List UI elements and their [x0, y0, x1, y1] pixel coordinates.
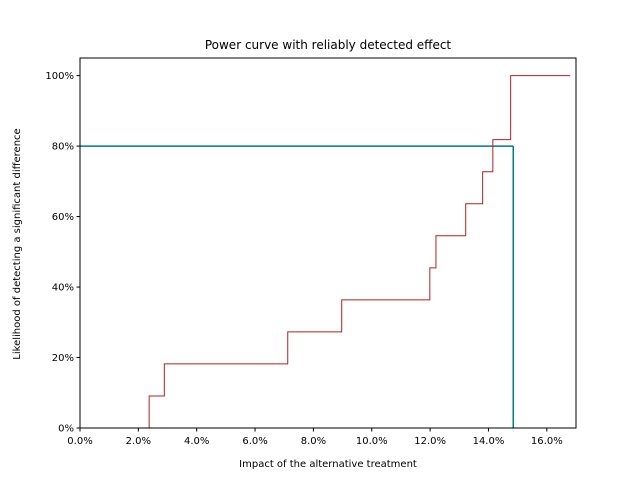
y-tick-label: 60%	[52, 212, 74, 223]
x-tick-label: 16.0%	[531, 436, 563, 447]
x-tick-label: 2.0%	[126, 436, 151, 447]
x-tick-label: 6.0%	[242, 436, 267, 447]
x-tick-label: 4.0%	[184, 436, 209, 447]
y-tick-label: 100%	[45, 71, 74, 82]
x-tick-label: 0.0%	[67, 436, 92, 447]
x-tick-label: 12.0%	[414, 436, 446, 447]
y-tick-label: 0%	[58, 424, 74, 435]
x-tick-label: 14.0%	[473, 436, 505, 447]
x-axis-label: Impact of the alternative treatment	[239, 459, 417, 470]
x-tick-label: 8.0%	[301, 436, 326, 447]
x-tick-label: 10.0%	[356, 436, 388, 447]
power-curve-series	[148, 75, 571, 428]
y-axis-label: Likelihood of detecting a significant di…	[12, 128, 23, 359]
y-tick-label: 20%	[52, 353, 74, 364]
chart-title: Power curve with reliably detected effec…	[205, 38, 452, 52]
y-tick-label: 40%	[52, 283, 74, 294]
plot-frame	[79, 57, 577, 429]
y-tick-label: 80%	[52, 142, 74, 153]
